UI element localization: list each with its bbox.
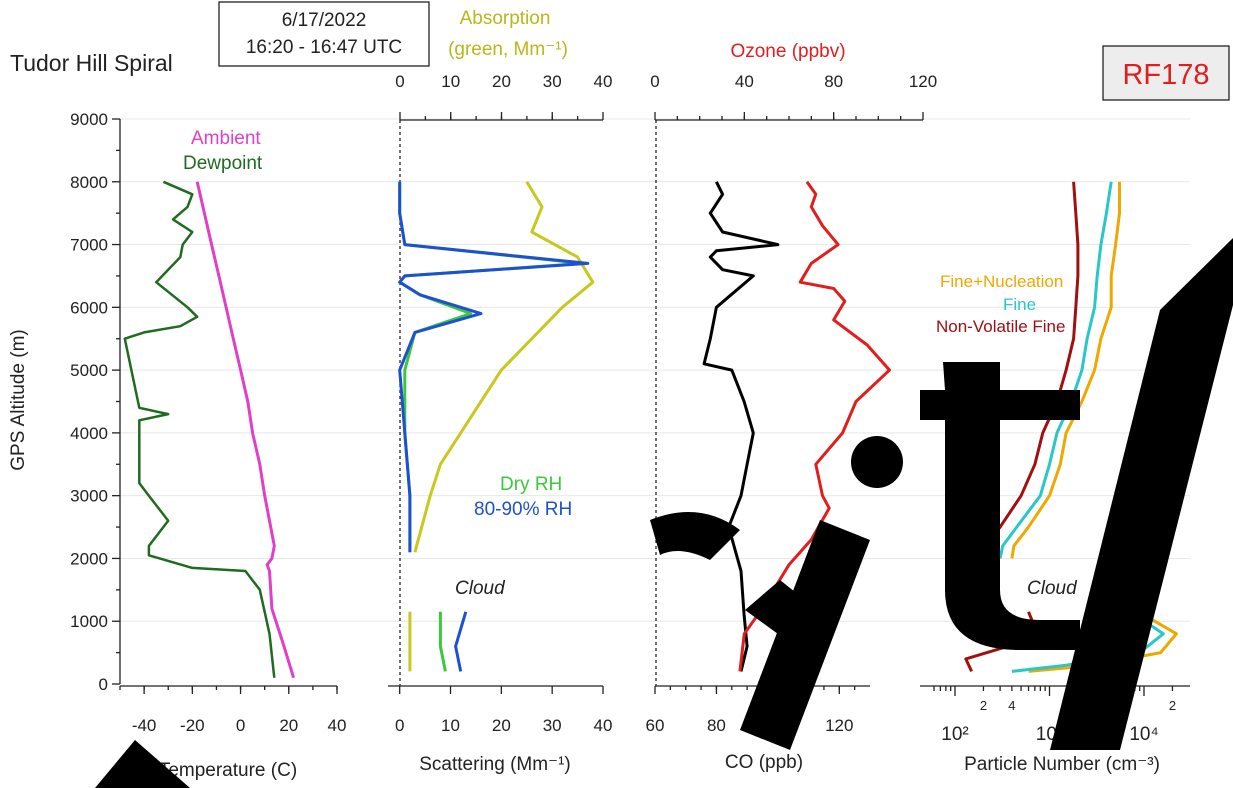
time-range-label: 16:20 - 16:47 UTC <box>246 37 402 58</box>
altitude-tick-label: 2000 <box>70 549 108 568</box>
particle-axis-title: Particle Number (cm⁻³) <box>964 754 1160 775</box>
particle-minor-label: 2 <box>1169 698 1176 713</box>
altitude-tick-label: 3000 <box>70 487 108 506</box>
y-axis-title: GPS Altitude (m) <box>8 329 29 471</box>
altitude-tick-label: 4000 <box>70 424 108 443</box>
co-axis-title: CO (ppb) <box>725 752 803 773</box>
series-layer <box>123 180 1178 679</box>
temperature-tick-label: 20 <box>279 716 298 735</box>
absorption-axis-title-1: Absorption <box>460 8 551 29</box>
altitude-tick-label: 1000 <box>70 612 108 631</box>
temperature-tick-label: -20 <box>180 716 205 735</box>
cloud-label-scattering: Cloud <box>455 578 506 599</box>
flight-id-box <box>1102 45 1230 101</box>
co-tick-label: 80 <box>707 716 726 735</box>
legend-dry-rh: Dry RH <box>500 474 562 495</box>
flight-id-label: RF178 <box>1122 59 1209 91</box>
absorption-axis-title-2: (green, Mm⁻¹) <box>448 39 568 60</box>
legend-dewpoint: Dewpoint <box>183 153 263 174</box>
scattering-tick-label: 0 <box>395 716 404 735</box>
scattering-tick-label: 10 <box>441 716 460 735</box>
series-co-line <box>702 181 780 672</box>
absorption-top-tick-label: 30 <box>543 72 562 91</box>
altitude-tick-label: 5000 <box>70 361 108 380</box>
altitude-tick-label: 7000 <box>70 236 108 255</box>
series-absorption-line <box>408 181 595 672</box>
series-ambient-line <box>195 181 296 679</box>
ozone-top-tick-label: 120 <box>909 72 937 91</box>
temperature-axis-title: Temperature (C) <box>159 760 297 781</box>
legend-fine: Fine <box>1003 295 1036 314</box>
series-ozone-line <box>738 180 891 672</box>
scattering-axis-title: Scattering (Mm⁻¹) <box>419 754 571 775</box>
altitude-tick-label: 8000 <box>70 173 108 192</box>
legend-ambient: Ambient <box>191 128 261 149</box>
absorption-top-tick-label: 0 <box>395 72 404 91</box>
particle-major-label: 10⁴ <box>1129 724 1158 745</box>
legend-fine-nucleation: Fine+Nucleation <box>940 272 1063 291</box>
particle-major-label: 10² <box>941 724 968 745</box>
ozone-top-tick-label: 0 <box>650 72 659 91</box>
ozone-top-tick-label: 80 <box>824 72 843 91</box>
altitude-gridlines <box>120 118 1190 622</box>
temperature-tick-label: -40 <box>132 716 157 735</box>
chart-title: Tudor Hill Spiral <box>10 50 173 76</box>
ozone-axis-title: Ozone (ppbv) <box>730 41 845 62</box>
legend-non-volatile-fine: Non-Volatile Fine <box>936 317 1065 336</box>
temperature-tick-label: 40 <box>328 716 347 735</box>
altitude-tick-label: 9000 <box>70 110 108 129</box>
altitude-tick-label: 0 <box>99 675 108 694</box>
ozone-top-tick-label: 40 <box>735 72 754 91</box>
scattering-tick-label: 20 <box>492 716 511 735</box>
absorption-top-tick-label: 20 <box>492 72 511 91</box>
particle-minor-label: 2 <box>980 698 987 713</box>
scattering-tick-label: 30 <box>543 716 562 735</box>
axes: 0100020003000400050006000700080009000-40… <box>70 72 1190 745</box>
cloud-label-particle: Cloud <box>1027 578 1078 599</box>
legend-wet-rh: 80-90% RH <box>474 499 572 520</box>
series-wet-rh-line <box>398 181 590 672</box>
absorption-top-tick-label: 40 <box>594 72 613 91</box>
scattering-tick-label: 40 <box>594 716 613 735</box>
absorption-top-tick-label: 10 <box>441 72 460 91</box>
series-dewpoint-line <box>123 180 276 678</box>
co-tick-label: 60 <box>646 716 665 735</box>
co-tick-label: 120 <box>825 716 853 735</box>
temperature-tick-label: 0 <box>236 716 245 735</box>
date-box <box>218 1 430 67</box>
watermark-logo <box>95 238 1233 788</box>
particle-minor-label: 4 <box>1008 698 1015 713</box>
altitude-tick-label: 6000 <box>70 298 108 317</box>
date-label: 6/17/2022 <box>282 10 367 31</box>
